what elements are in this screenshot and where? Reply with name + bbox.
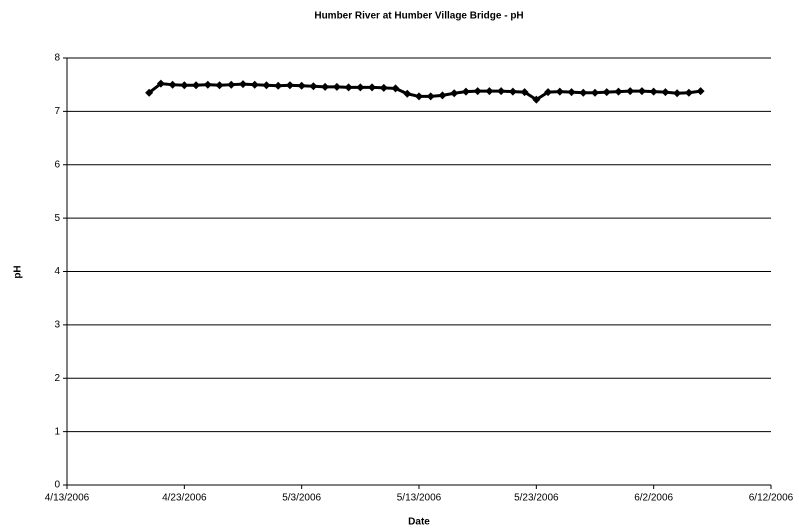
x-tick-label: 5/3/2006 — [282, 493, 321, 504]
chart-title: Humber River at Humber Village Bridge - … — [314, 11, 523, 22]
data-point — [555, 87, 564, 96]
y-tick-label: 3 — [54, 320, 60, 331]
data-point — [262, 81, 271, 90]
y-tick-label: 0 — [54, 480, 60, 491]
data-point — [649, 87, 658, 96]
data-point — [145, 88, 154, 97]
data-point — [579, 88, 588, 97]
data-point — [391, 84, 400, 93]
data-point — [344, 83, 353, 92]
data-point — [239, 80, 247, 89]
y-tick-label: 1 — [54, 426, 60, 437]
y-tick-label: 7 — [54, 106, 60, 117]
x-tick-label: 4/23/2006 — [162, 493, 207, 504]
data-point — [450, 89, 459, 98]
data-point — [203, 80, 212, 89]
x-tick-label: 6/12/2006 — [749, 493, 794, 504]
data-point — [626, 87, 635, 96]
x-tick-label: 5/23/2006 — [514, 493, 559, 504]
x-tick-label: 4/13/2006 — [45, 493, 90, 504]
data-point — [438, 91, 447, 100]
y-axis-label: pH — [13, 265, 24, 278]
data-point — [497, 87, 506, 96]
data-point — [661, 88, 670, 97]
x-axis-label: Date — [408, 517, 430, 528]
data-point — [684, 88, 693, 97]
data-point — [544, 88, 553, 97]
data-point — [309, 82, 318, 91]
data-point — [532, 95, 541, 104]
data-point — [403, 89, 412, 98]
data-point — [673, 89, 682, 98]
data-point — [368, 83, 377, 92]
y-tick-label: 5 — [54, 213, 60, 224]
data-point — [426, 92, 435, 101]
data-point — [415, 92, 423, 101]
data-point — [591, 88, 599, 97]
data-point — [614, 87, 623, 96]
data-point — [602, 88, 611, 97]
data-point — [508, 87, 517, 96]
data-point — [227, 80, 236, 89]
x-tick-label: 6/2/2006 — [634, 493, 673, 504]
data-point — [297, 81, 306, 90]
y-tick-label: 2 — [54, 373, 60, 384]
data-point — [156, 79, 165, 88]
data-point — [192, 81, 201, 90]
data-point — [250, 80, 259, 89]
data-point — [567, 88, 576, 97]
data-point — [637, 87, 646, 96]
y-tick-label: 6 — [54, 159, 60, 170]
y-tick-label: 8 — [54, 53, 60, 64]
data-point — [274, 81, 283, 90]
data-point — [473, 87, 482, 96]
data-point — [379, 83, 388, 92]
data-point — [321, 82, 330, 91]
y-tick-label: 4 — [54, 266, 60, 277]
data-point — [180, 81, 189, 90]
data-point — [520, 88, 529, 97]
data-point — [461, 87, 470, 96]
data-point — [332, 82, 341, 91]
data-point — [285, 81, 294, 90]
data-point — [356, 83, 365, 92]
data-point — [168, 80, 177, 89]
data-point — [215, 81, 224, 90]
x-tick-label: 5/13/2006 — [397, 493, 442, 504]
data-point — [485, 87, 494, 96]
data-point — [696, 87, 705, 96]
